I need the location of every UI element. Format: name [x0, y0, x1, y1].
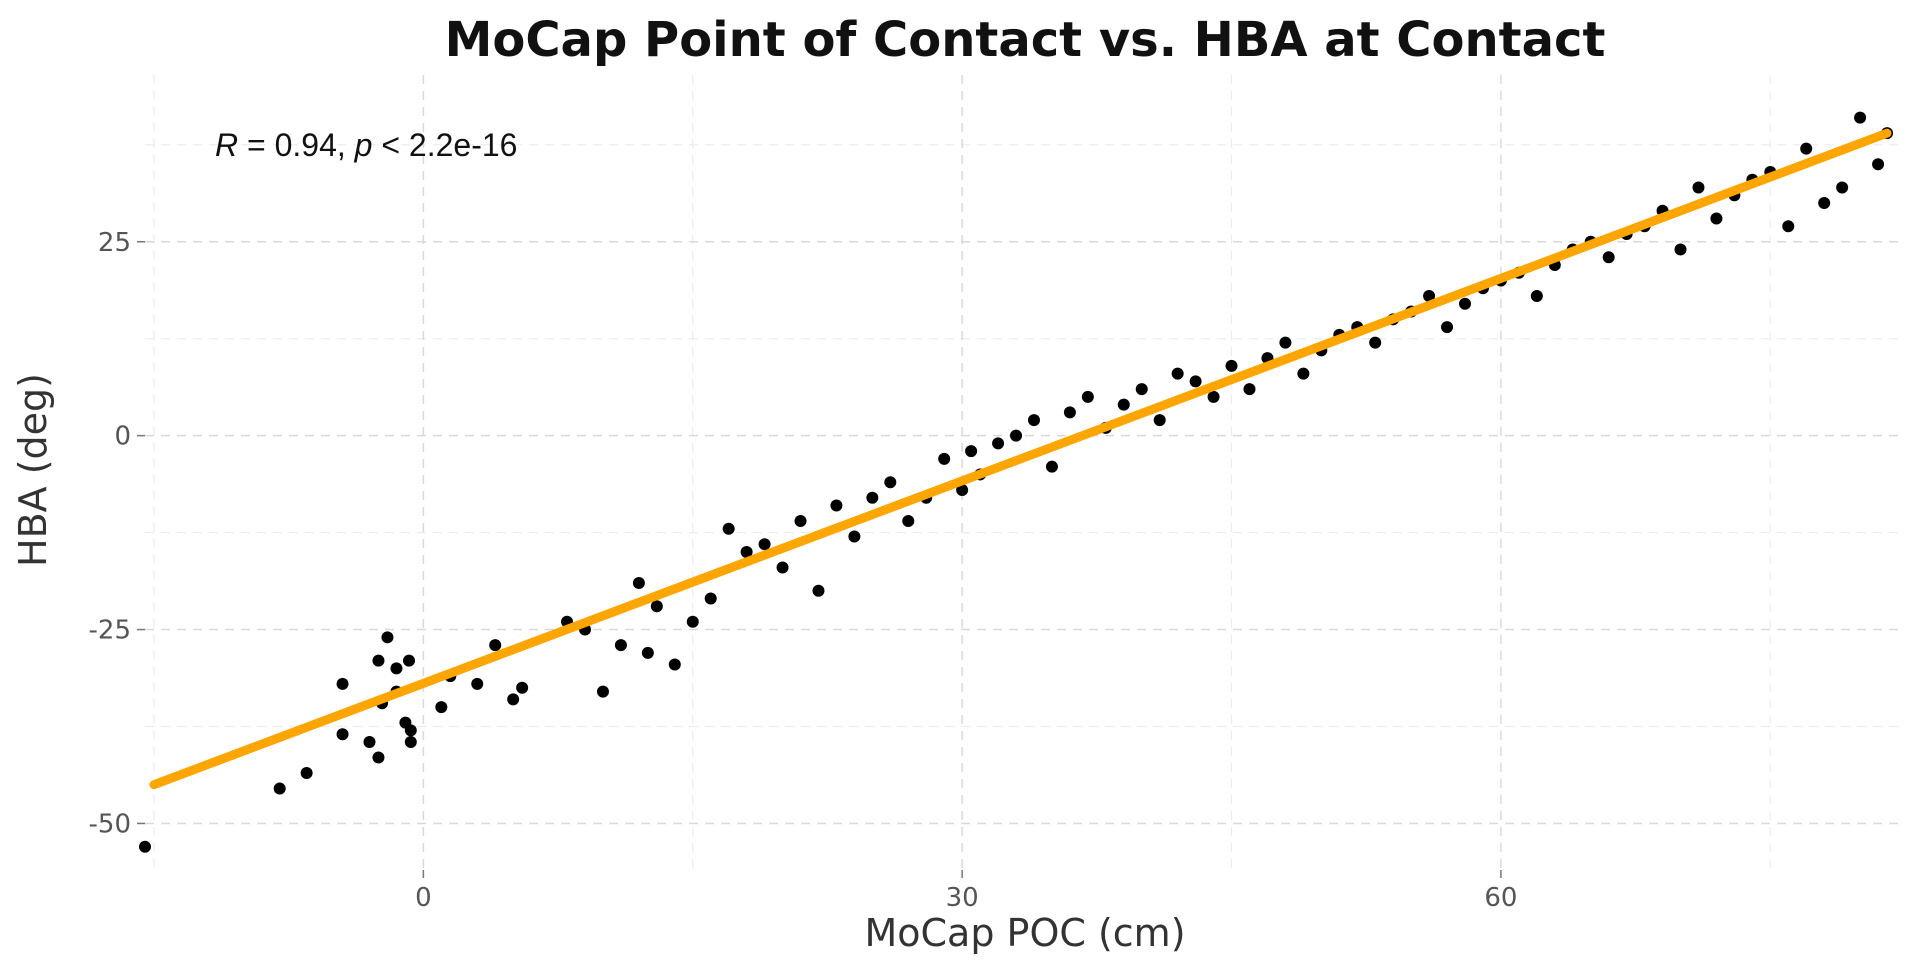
data-point	[794, 514, 807, 527]
r-value-text: = 0.94,	[238, 127, 355, 163]
data-point	[1243, 383, 1256, 396]
data-point	[1027, 414, 1040, 427]
data-point	[614, 639, 627, 652]
data-point	[1800, 142, 1813, 155]
data-point	[1063, 406, 1076, 419]
data-point	[403, 654, 415, 667]
data-point	[1854, 111, 1867, 124]
data-point	[471, 677, 484, 690]
data-point	[956, 483, 969, 496]
data-point	[641, 646, 654, 659]
data-point	[1692, 181, 1705, 194]
data-point	[704, 592, 717, 605]
data-point	[1297, 367, 1310, 380]
plot-grid	[145, 75, 1905, 870]
axis-tick-labels: 0 30 60 -50 -25 0 25	[89, 228, 1518, 913]
data-point	[1171, 367, 1184, 380]
x-tick-label: 30	[946, 883, 979, 913]
data-point	[722, 522, 735, 535]
data-point	[830, 499, 843, 512]
data-point	[1674, 243, 1687, 256]
data-point	[902, 514, 915, 527]
correlation-annotation: R = 0.94, p < 2.2e-16	[215, 127, 517, 163]
data-point	[1369, 336, 1382, 349]
data-point	[776, 561, 789, 574]
data-point	[336, 728, 349, 741]
data-point	[1010, 429, 1023, 442]
data-point	[1602, 251, 1615, 264]
axis-ticks	[137, 241, 1502, 878]
data-point	[1818, 196, 1831, 209]
data-point	[1459, 297, 1471, 310]
data-point	[668, 658, 681, 671]
data-point	[596, 685, 609, 698]
data-point	[363, 736, 376, 749]
data-point	[1225, 359, 1238, 372]
data-point	[812, 584, 825, 597]
data-point	[300, 767, 313, 780]
data-point	[848, 530, 861, 543]
data-point	[1117, 398, 1130, 411]
data-point	[372, 654, 385, 667]
x-axis-title: MoCap POC (cm)	[864, 911, 1185, 955]
data-point	[1153, 414, 1166, 427]
data-point	[1872, 158, 1885, 171]
r-symbol: R	[215, 127, 238, 163]
data-point	[650, 600, 663, 613]
data-point	[686, 615, 699, 628]
data-point	[758, 538, 771, 551]
x-tick-label: 60	[1484, 883, 1517, 913]
y-tick-label: 25	[98, 228, 131, 258]
data-point	[404, 736, 417, 749]
data-point	[632, 577, 645, 590]
data-point	[390, 662, 403, 675]
fit-line	[149, 128, 1892, 790]
p-value-text: < 2.2e-16	[372, 127, 517, 163]
data-points	[139, 111, 1894, 853]
y-tick-label: 0	[114, 422, 131, 452]
data-point	[740, 546, 753, 558]
data-point	[1423, 290, 1436, 303]
data-point	[866, 491, 879, 504]
y-tick-label: -25	[89, 616, 131, 646]
data-point	[884, 476, 897, 489]
x-tick-label: 0	[415, 883, 432, 913]
data-point	[435, 701, 448, 714]
data-point	[992, 437, 1005, 450]
data-point	[1710, 212, 1723, 225]
data-point	[938, 452, 951, 465]
data-point	[965, 445, 978, 458]
chart-title: MoCap Point of Contact vs. HBA at Contac…	[445, 12, 1606, 68]
data-point	[1207, 390, 1220, 403]
data-point	[516, 681, 529, 694]
data-point	[139, 840, 151, 853]
data-point	[372, 751, 385, 764]
data-point	[1135, 383, 1148, 396]
data-point	[336, 677, 349, 690]
data-point	[1081, 390, 1094, 403]
data-point	[1530, 290, 1543, 303]
y-tick-label: -50	[89, 809, 131, 839]
regression-fit	[149, 128, 1892, 790]
data-point	[1836, 181, 1849, 194]
data-point	[381, 631, 394, 644]
data-point	[273, 782, 286, 795]
data-point	[1279, 336, 1292, 349]
data-point	[404, 724, 417, 737]
p-symbol: p	[354, 127, 373, 163]
data-point	[489, 639, 502, 652]
data-point	[1782, 220, 1795, 233]
data-point	[1045, 460, 1058, 473]
data-point	[1441, 321, 1454, 334]
y-axis-title: HBA (deg)	[11, 373, 55, 567]
data-point	[1189, 375, 1202, 388]
data-point	[507, 693, 520, 706]
